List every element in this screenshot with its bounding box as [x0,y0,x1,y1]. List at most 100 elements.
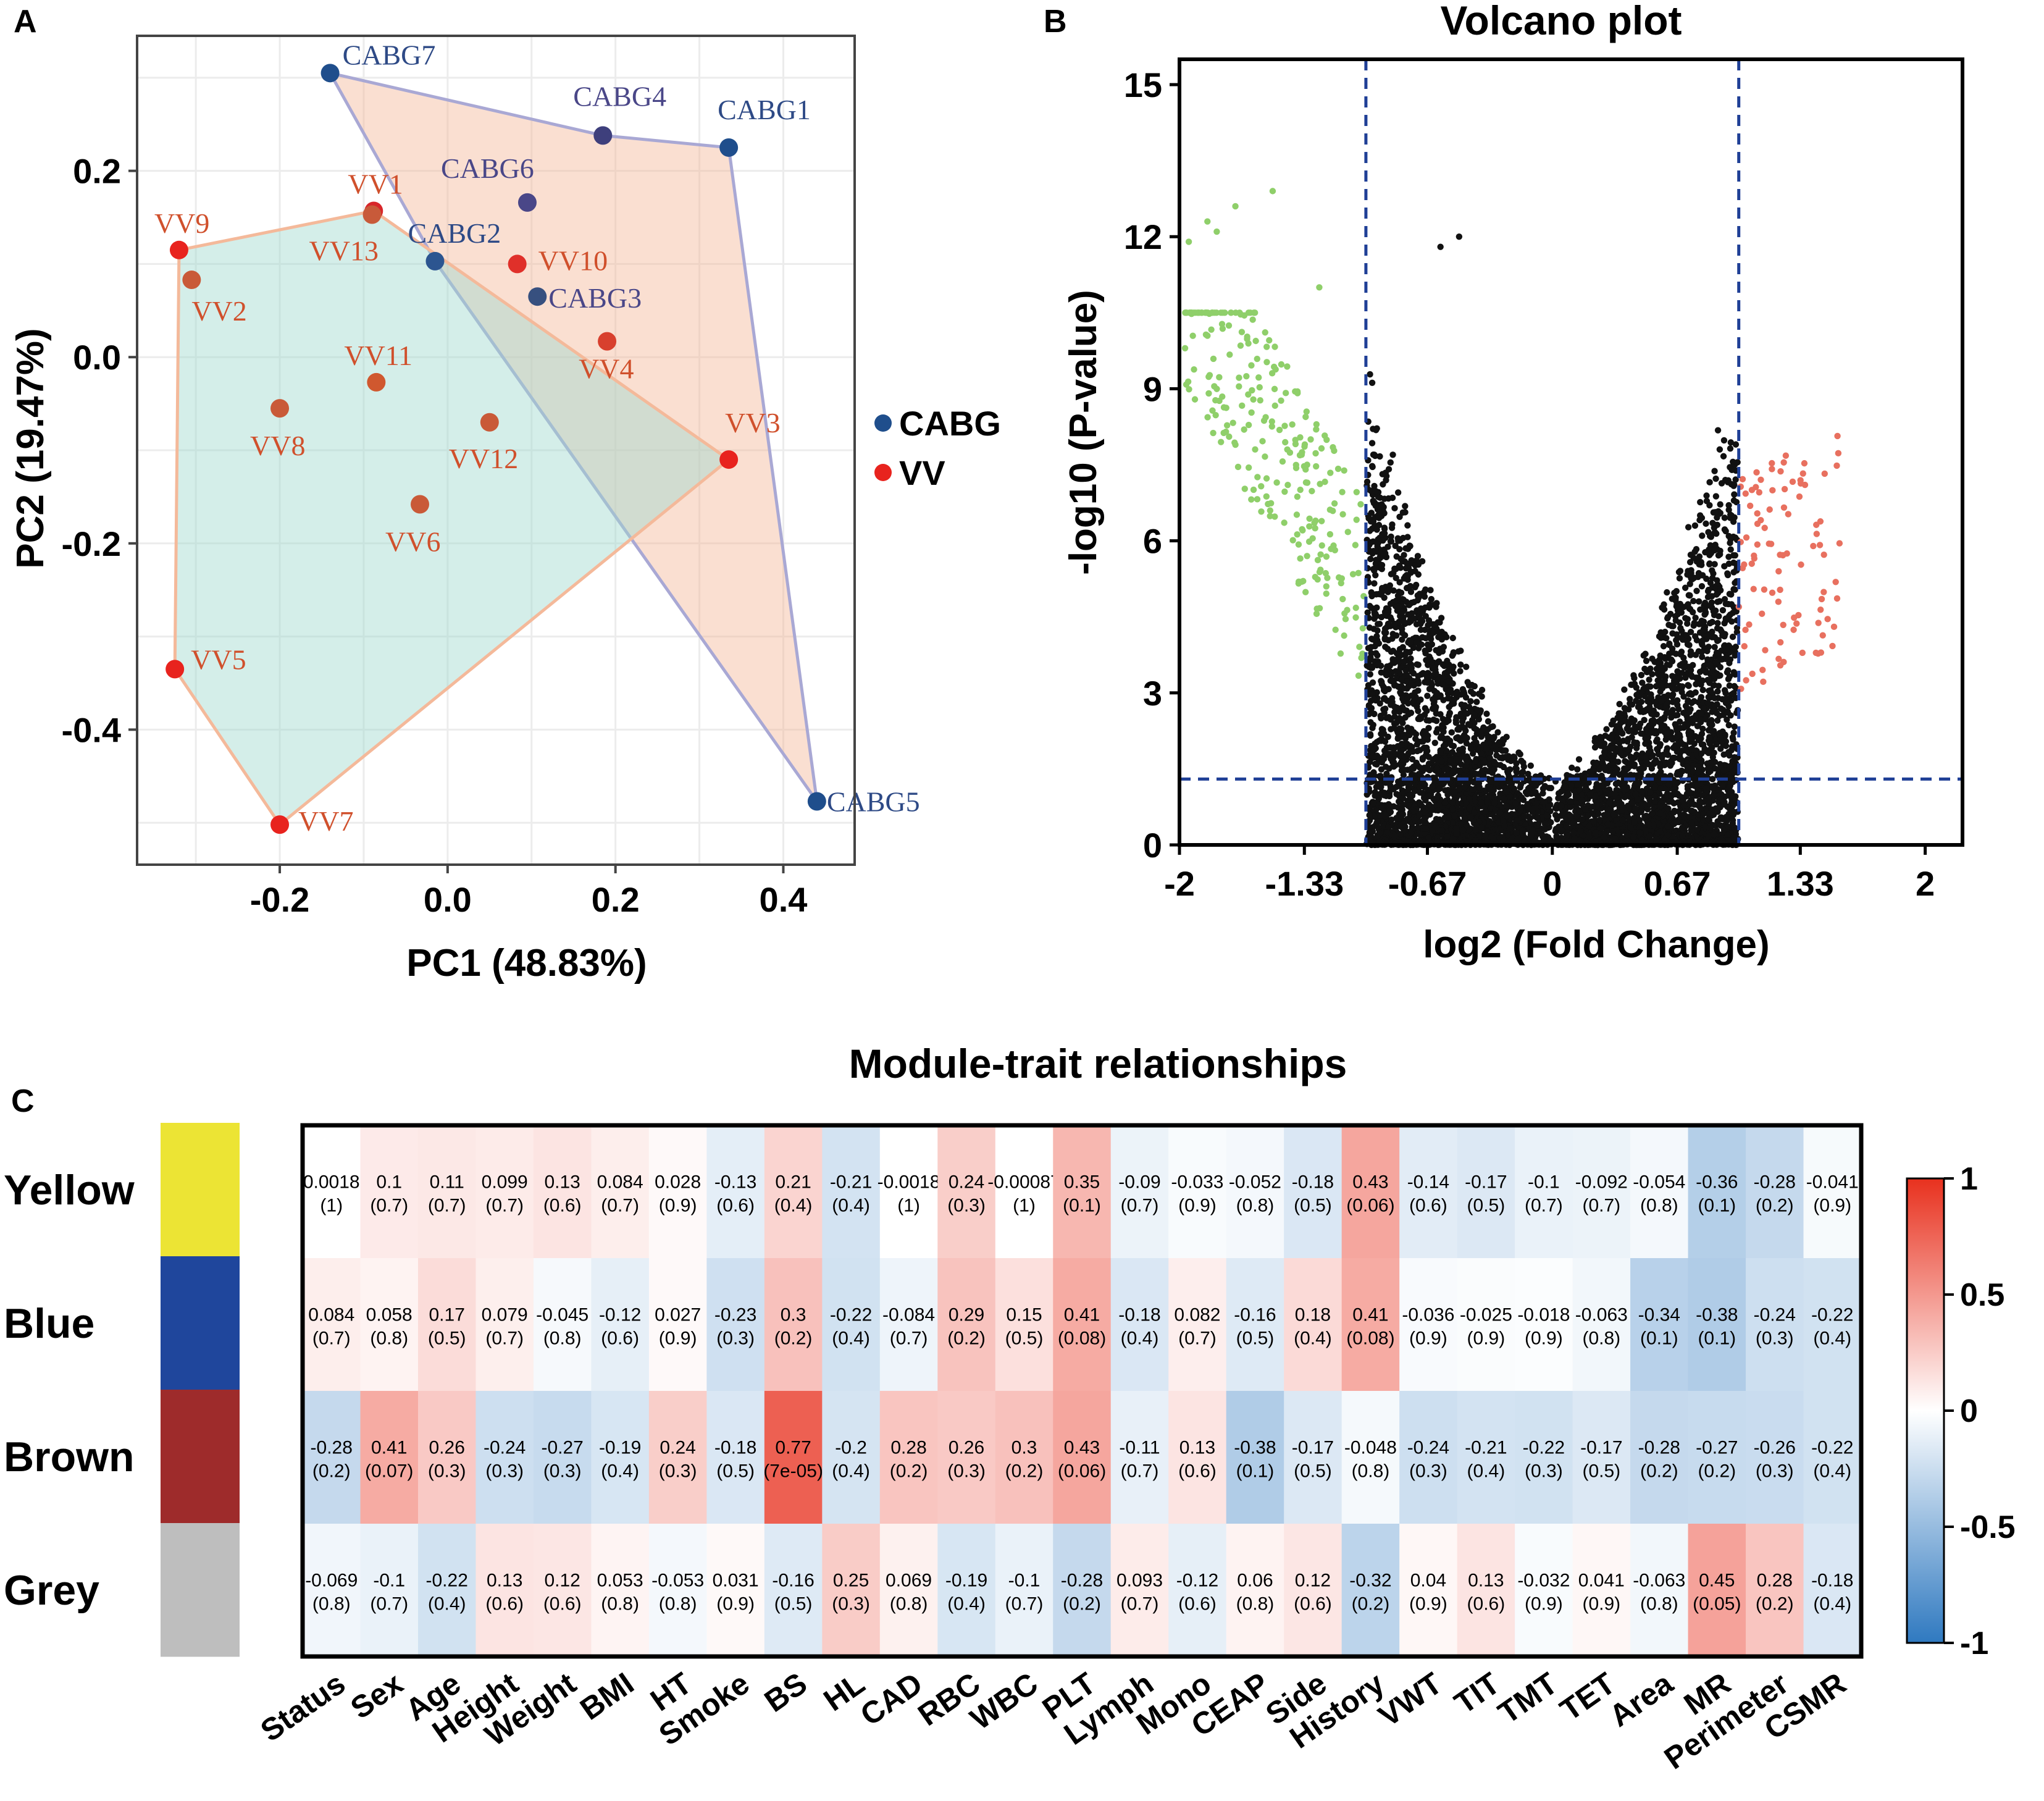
volcano-point-ns [1727,445,1734,452]
volcano-point-ns [1731,754,1738,761]
volcano-point-ns [1686,558,1694,566]
volcano-point-ns [1371,482,1378,490]
volcano-point-ns [1366,812,1373,819]
volcano-point-ns [1407,582,1414,590]
volcano-point-ns [1606,791,1612,797]
volcano-point-ns [1655,750,1662,758]
volcano-point-ns [1727,763,1734,770]
volcano-point-ns [1712,493,1720,500]
volcano-point-ns [1674,712,1681,718]
volcano-point-ns [1730,729,1737,736]
volcano-point-ns [1378,804,1386,812]
volcano-point-ns [1727,535,1734,543]
volcano-point-ns [1501,823,1508,829]
volcano-point-ns [1697,606,1704,613]
volcano-point-ns [1396,546,1403,553]
volcano-point-ns [1687,706,1694,713]
volcano-point-ns [1453,734,1460,742]
volcano-point-ns [1373,632,1380,640]
pca-point-label-cabg6: CABG6 [441,153,534,184]
volcano-point-ns [1527,762,1535,769]
pca-point-vv11 [367,372,386,392]
volcano-point-ns [1448,729,1455,736]
volcano-point-ns [1724,570,1731,577]
volcano-point-ns [1721,595,1728,603]
volcano-point-ns [1422,635,1430,642]
volcano-point-ns [1621,705,1628,712]
volcano-point-ns [1386,792,1393,800]
volcano-point-ns [1449,799,1456,806]
volcano-point-ns [1375,640,1383,647]
volcano-point-ns [1712,475,1719,482]
volcano-point-ns [1514,817,1521,824]
volcano-point-ns [1512,800,1519,807]
volcano-point-ns [1382,812,1389,820]
volcano-point-ns [1459,686,1467,693]
volcano-point-ns [1378,561,1386,569]
volcano-point-ns [1694,723,1701,729]
volcano-point-ns [1415,687,1422,694]
volcano-point-ns [1588,768,1595,776]
volcano-point-ns [1699,572,1706,579]
volcano-point-ns [1669,658,1676,665]
volcano-point-ns [1657,785,1665,792]
volcano-point-ns [1690,622,1697,629]
volcano-point-ns [1730,736,1736,743]
pca-point-label-vv3: VV3 [725,407,780,439]
volcano-point-ns [1724,716,1730,723]
volcano-point-ns [1664,823,1672,830]
volcano-point-ns [1563,822,1570,829]
pca-point-vv5 [165,660,185,679]
volcano-point-ns [1383,671,1389,678]
volcano-point-ns [1368,440,1376,447]
volcano-point-ns [1381,792,1388,799]
volcano-point-ns [1674,603,1681,611]
pca-point-label-cabg5: CABG5 [827,786,920,817]
volcano-point-ns [1384,544,1391,550]
volcano-point-ns [1367,771,1373,778]
volcano-point-ns [1606,799,1614,807]
volcano-point-ns [1387,744,1394,751]
volcano-point-ns [1456,786,1463,793]
volcano-point-ns [1672,789,1678,796]
volcano-point-ns [1661,601,1667,608]
pca-point-vv3 [719,450,739,469]
volcano-point-ns [1415,571,1422,578]
volcano-point-ns [1567,798,1574,805]
volcano-point-ns [1366,527,1373,534]
volcano-point-ns [1404,522,1411,529]
volcano-point-ns [1709,634,1715,640]
volcano-point-ns [1398,747,1405,754]
volcano-point-ns [1696,512,1704,519]
pca-x-axis-title: PC1 (48.83%) [406,942,647,984]
volcano-point-ns [1692,615,1699,621]
volcano-point-ns [1370,626,1378,632]
volcano-point-ns [1483,710,1490,717]
volcano-point-ns [1701,611,1708,618]
volcano-point-ns [1431,739,1438,746]
volcano-point-ns [1727,546,1734,553]
volcano-point-ns [1609,828,1616,835]
volcano-point-ns [1598,782,1606,789]
volcano-point-ns [1437,711,1444,718]
pca-plot-frame [136,35,856,866]
volcano-point-ns [1696,516,1703,524]
volcano-point-ns [1567,804,1574,810]
volcano-point-ns [1709,618,1716,626]
volcano-point-ns [1668,623,1675,629]
volcano-point-ns [1730,482,1737,489]
volcano-point-ns [1388,816,1395,823]
volcano-point-ns [1472,770,1479,778]
volcano-point-ns [1517,781,1525,788]
volcano-point-ns [1452,720,1460,726]
volcano-point-ns [1446,813,1452,821]
volcano-point-ns [1609,761,1615,768]
volcano-point-ns [1444,791,1451,798]
volcano-point-ns [1431,777,1438,784]
volcano-point-ns [1450,650,1457,657]
volcano-point-ns [1436,785,1444,792]
volcano-point-ns [1576,807,1583,815]
volcano-point-ns [1705,796,1712,802]
